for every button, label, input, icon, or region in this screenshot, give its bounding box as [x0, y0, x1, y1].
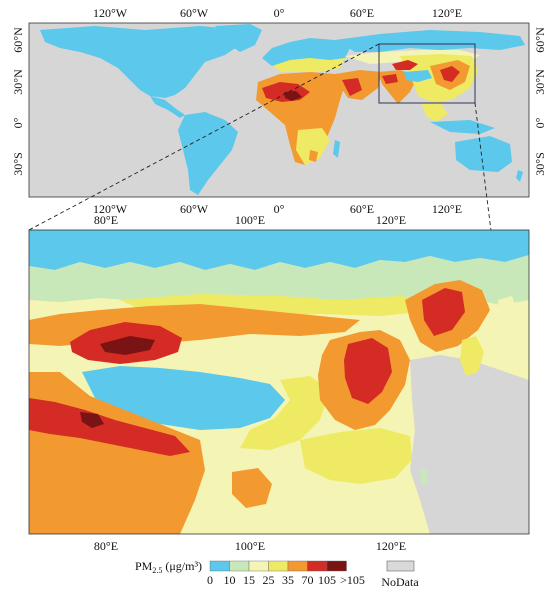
world-top-lon-label: 0°	[274, 6, 285, 20]
zoom-taiwan	[420, 468, 428, 486]
legend-swatch	[287, 560, 308, 572]
legend-swatch	[229, 560, 250, 572]
legend-tick-label: 10	[224, 573, 236, 587]
zoom-korea	[460, 336, 484, 376]
arabia-red	[342, 78, 362, 96]
zoom-bottom-lon-label: 100°E	[235, 539, 265, 553]
zoom-top-lon-label: 100°E	[235, 213, 265, 227]
legend-tick-labels: 0 10 15 25 35 70 105 >105	[207, 573, 365, 587]
world-top-lon-label: 60°E	[350, 6, 374, 20]
nodata-label: NoData	[381, 575, 419, 589]
legend-tick-label: 35	[282, 573, 294, 587]
australia	[455, 136, 512, 172]
zoom-myanmar-orange	[232, 468, 272, 508]
zoom-northeast-red	[422, 288, 465, 336]
zoom-green-band	[29, 255, 529, 305]
madagascar	[333, 140, 340, 158]
europe-yellow	[272, 58, 345, 72]
central-america	[150, 96, 185, 118]
zoom-india-red	[29, 398, 190, 456]
zoom-bottom-lon-label: 80°E	[94, 539, 118, 553]
zoom-japan	[498, 296, 520, 360]
world-right-lat-label: 30°N	[533, 69, 547, 95]
world-map: 120°W 60°W 0° 60°E 120°E 120°W 60°W 0° 6…	[11, 6, 547, 216]
zoom-north-blue	[29, 230, 529, 270]
zoom-china-red	[344, 338, 392, 404]
india-red	[382, 74, 398, 84]
world-top-lon-label: 120°W	[93, 6, 128, 20]
world-right-lat-label: 0°	[533, 117, 547, 128]
sahara-dark	[284, 91, 302, 101]
legend-swatch	[307, 560, 328, 572]
nodata-swatch	[386, 560, 415, 572]
world-right-lat-label: 60°N	[533, 27, 547, 53]
zoom-top-lon-label: 80°E	[94, 213, 118, 227]
legend-title: PM2.5 (μg/m³)	[135, 559, 202, 575]
legend: PM2.5 (μg/m³) 0 10 15 25 35 70 105 >105 NoData	[135, 559, 419, 589]
legend-tick-label: >105	[340, 573, 365, 587]
legend-tick-label: 105	[318, 573, 336, 587]
world-bottom-lon-label: 60°E	[350, 202, 374, 216]
south-america	[178, 112, 238, 195]
legend-swatch	[248, 560, 269, 572]
legend-tick-label: 15	[243, 573, 255, 587]
world-bottom-lon-label: 120°E	[432, 202, 462, 216]
zoom-extent-box	[378, 43, 476, 104]
north-asia	[335, 30, 525, 52]
legend-swatch	[209, 560, 230, 572]
legend-tick-label: 70	[302, 573, 314, 587]
zoom-south-china-yellow	[300, 428, 412, 484]
world-left-lat-label: 0°	[11, 117, 25, 128]
world-left-lat-label: 30°S	[11, 152, 25, 175]
southeast-asia	[422, 102, 448, 122]
legend-tick-label: 25	[263, 573, 275, 587]
zoom-yellow-sea	[410, 355, 529, 534]
world-top-lon-label: 60°W	[180, 6, 209, 20]
zoom-bottom-lon-label: 120°E	[376, 539, 406, 553]
east-asia-red	[440, 66, 460, 82]
world-right-lat-label: 30°S	[533, 152, 547, 175]
zoom-india-dark	[80, 412, 104, 428]
legend-tick-label: 0	[207, 573, 213, 587]
world-bottom-lon-label: 0°	[274, 202, 285, 216]
legend-swatch	[326, 560, 347, 572]
north-america	[40, 26, 245, 98]
africa-south	[296, 128, 330, 165]
world-top-lon-label: 120°E	[432, 6, 462, 20]
zoom-tarim-dark	[100, 336, 155, 355]
africa-south-orange	[309, 150, 318, 162]
world-bottom-lon-label: 60°W	[180, 202, 209, 216]
new-zealand	[516, 170, 523, 182]
zoom-top-lon-label: 120°E	[376, 213, 406, 227]
world-bottom-lon-label: 120°W	[93, 202, 128, 216]
zoom-map-frame	[28, 229, 530, 535]
world-left-lat-label: 30°N	[11, 69, 25, 95]
zoom-connector-left	[28, 43, 380, 231]
zoom-tibet-ring	[240, 376, 330, 450]
tarim-red	[392, 60, 418, 70]
zoom-map: 80°E 100°E 120°E 80°E 100°E 120°E	[28, 213, 530, 553]
greenland	[215, 24, 262, 52]
world-map-frame	[28, 22, 530, 198]
tibet-blue	[404, 70, 432, 82]
indonesia	[430, 120, 495, 134]
legend-color-ramp	[209, 560, 347, 572]
europe	[262, 38, 350, 66]
legend-swatch	[268, 560, 289, 572]
world-left-lat-label: 60°N	[11, 27, 25, 53]
